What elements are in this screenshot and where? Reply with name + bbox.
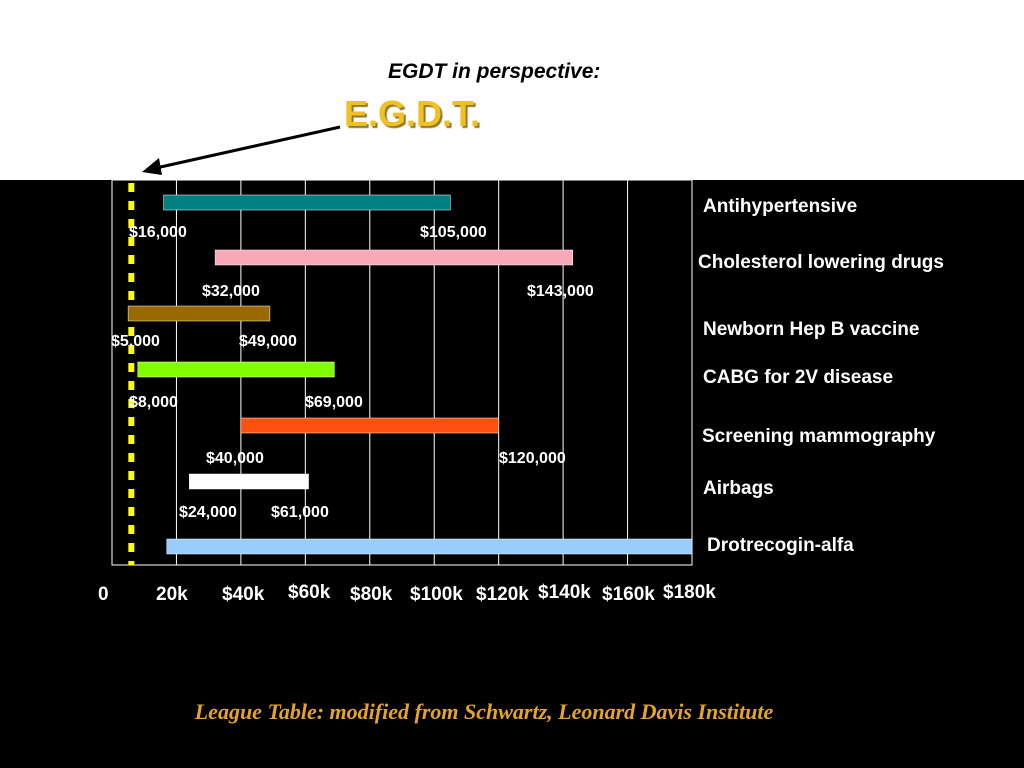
bar-name-label: Airbags [703,478,774,499]
low-value-label: $5,000 [111,333,160,350]
arrow-head [142,158,162,175]
egdt-pointer-arrow [142,125,341,175]
bar-name-label: Screening mammography [702,426,936,447]
x-tick-label: $100k [410,584,463,605]
bar-antihypertensive [163,194,451,211]
bar-name-label: Newborn Hep B vaccine [703,319,919,340]
chart-labels: Antihypertensive $16,000 $105,000 Cholester… [111,196,944,556]
title-background [0,0,1024,180]
x-tick-label: $160k [602,584,655,605]
low-value-label: $24,000 [179,504,237,521]
high-value-label: $105,000 [420,224,487,241]
bar-cabg-for-2v-disease [137,361,335,378]
bar-name-label: Drotrecogin-alfa [707,535,854,556]
x-tick-label: $80k [350,584,393,605]
x-tick-label: 20k [156,584,188,605]
source-footer: League Table: modified from Schwartz, Le… [194,699,774,724]
low-value-label: $40,000 [206,450,264,467]
egdt-label: E.G.D.T. [344,93,481,134]
x-tick-label: $60k [288,582,331,603]
high-value-label: $69,000 [305,394,363,411]
slide-heading: EGDT in perspective: [388,60,601,83]
x-tick-label: 0 [98,584,109,605]
x-tick-label: $180k [663,582,716,603]
high-value-label: $143,000 [527,283,594,300]
bar-name-label: CABG for 2V disease [703,367,893,388]
x-tick-label: $120k [476,584,529,605]
bar-drotrecogin-alfa [166,538,693,555]
high-value-label: $61,000 [271,504,329,521]
x-axis-ticks: 0 20k $40k $60k $80k $100k $120k $140k $160k $180… [98,582,716,605]
bar-cholesterol-lowering-drugs [214,249,574,266]
low-value-label: $32,000 [202,283,260,300]
league-table-chart: Antihypertensive $16,000 $105,000 Cholester… [98,179,944,605]
chart-bars [127,194,693,555]
high-value-label: $120,000 [499,450,566,467]
low-value-label: $8,000 [129,394,178,411]
high-value-label: $49,000 [239,333,297,350]
bar-screening-mammography [240,417,499,434]
bar-name-label: Cholesterol lowering drugs [698,252,944,273]
plot-frame [111,179,693,566]
x-tick-label: $40k [222,584,265,605]
bar-name-label: Antihypertensive [703,196,857,217]
bar-newborn-hep-b-vaccine [127,305,271,322]
bar-airbags [189,473,309,490]
arrow-shaft [155,125,341,170]
low-value-label: $16,000 [129,224,187,241]
x-tick-label: $140k [538,582,591,603]
